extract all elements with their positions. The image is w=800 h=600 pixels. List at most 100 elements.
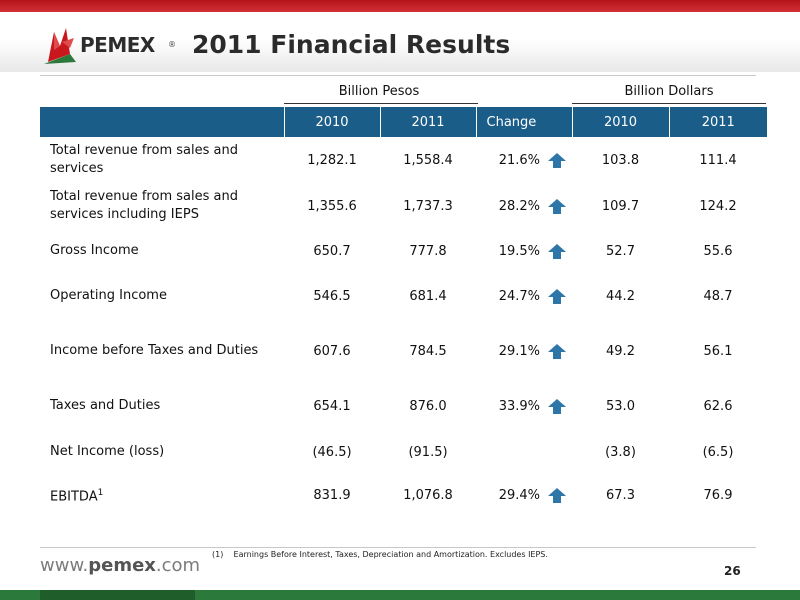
bottom-green-bar [0, 590, 800, 600]
cell-change-arrow [546, 429, 572, 475]
cell-dollars-2010: 109.7 [601, 198, 640, 214]
cell-change: 33.9% [498, 398, 540, 414]
cell-pesos-2011: 1,558.4 [403, 152, 453, 168]
cell-dollars-2011: 76.9 [703, 487, 733, 503]
cell-pesos-2010: 831.9 [313, 487, 351, 503]
group-line-pesos [284, 103, 478, 104]
column-header-label [40, 107, 285, 137]
up-arrow-icon [548, 398, 566, 414]
row-label: Taxes and Duties [40, 383, 284, 429]
cell-pesos-2010: 1,282.1 [307, 152, 357, 168]
pemex-eagle-logo-icon [44, 28, 76, 64]
table-row: EBITDA1 831.9 1,076.8 29.4% 67.3 76.9 [40, 475, 767, 515]
column-header-dollars-2010: 2010 [572, 107, 670, 137]
cell-change: 24.7% [498, 288, 540, 304]
cell-pesos-2010: 650.7 [313, 243, 351, 259]
row-label-text: Operating Income [50, 288, 167, 303]
cell-dollars-2010: 103.8 [601, 152, 640, 168]
footnote: (1) Earnings Before Interest, Taxes, Dep… [212, 550, 548, 559]
registered-mark: ® [168, 40, 176, 49]
cell-change: 29.1% [498, 343, 540, 359]
cell-change: 21.6% [498, 152, 540, 168]
cell-pesos-2011: 1,737.3 [403, 198, 453, 214]
cell-dollars-2011: 48.7 [703, 288, 733, 304]
footer-divider [40, 547, 756, 548]
up-arrow-icon [548, 198, 566, 214]
table-row: Net Income (loss) (46.5) (91.5) (3.8) (6.5) [40, 429, 767, 475]
cell-change-arrow [546, 319, 572, 383]
cell-pesos-2010: 1,355.6 [307, 198, 357, 214]
website-url: www.pemex.com [40, 555, 201, 576]
row-label-text: EBITDA [50, 489, 98, 505]
cell-change-arrow [546, 137, 572, 183]
cell-change-arrow [546, 383, 572, 429]
cell-dollars-2011: 62.6 [703, 398, 733, 414]
cell-dollars-2011: 55.6 [703, 243, 733, 259]
cell-dollars-2010: (3.8) [605, 444, 636, 460]
cell-pesos-2011: 876.0 [409, 398, 447, 414]
row-label-text: Net Income (loss) [50, 444, 165, 459]
cell-change: 19.5% [498, 243, 540, 259]
column-header-pesos-2011: 2011 [380, 107, 477, 137]
footnote-marker: (1) [212, 550, 224, 559]
cell-pesos-2010: 607.6 [313, 343, 351, 359]
logo-text: PEMEX [80, 33, 155, 57]
table-row: Income before Taxes and Duties 607.6 784.5… [40, 319, 767, 383]
cell-change: 28.2% [498, 198, 540, 214]
cell-change-arrow [546, 229, 572, 273]
column-header-dollars-2011: 2011 [669, 107, 767, 137]
title-divider [40, 75, 756, 76]
group-label-pesos: Billion Pesos [338, 84, 420, 99]
up-arrow-icon [548, 487, 566, 503]
column-header-change: Change [476, 107, 573, 137]
financial-results-table: 2010 2011 Change 2010 2011 Total revenue… [40, 107, 767, 515]
cell-change-arrow [546, 273, 572, 319]
row-label: Total revenue from sales and services [40, 137, 284, 183]
cell-dollars-2010: 52.7 [606, 243, 635, 259]
group-label-dollars: Billion Dollars [624, 84, 714, 99]
row-label-text: Taxes and Duties [50, 398, 161, 413]
table-header-row: 2010 2011 Change 2010 2011 [40, 107, 767, 137]
cell-dollars-2011: 124.2 [699, 198, 737, 214]
row-label: Operating Income [40, 273, 284, 319]
cell-dollars-2011: (6.5) [702, 444, 734, 460]
row-label-text: Total revenue from sales and services in… [50, 189, 238, 222]
cell-change [476, 429, 546, 475]
cell-pesos-2010: 654.1 [313, 398, 351, 414]
footnote-reference: 1 [97, 487, 104, 498]
cell-dollars-2010: 44.2 [606, 288, 635, 304]
table-row: Operating Income 546.5 681.4 24.7% 44.2 48.7 [40, 273, 767, 319]
table-row: Total revenue from sales and services 1,2… [40, 137, 767, 183]
table-row: Total revenue from sales and services in… [40, 183, 767, 229]
row-label-text: Income before Taxes and Duties [50, 343, 259, 358]
cell-pesos-2011: (91.5) [408, 444, 448, 460]
cell-pesos-2010: (46.5) [312, 444, 352, 460]
cell-dollars-2011: 56.1 [703, 343, 733, 359]
row-label-text: Total revenue from sales and services [50, 143, 238, 176]
slide-header [0, 12, 800, 72]
top-red-bar [0, 0, 800, 12]
row-label: Income before Taxes and Duties [40, 319, 284, 383]
cell-change-arrow [546, 183, 572, 229]
cell-change-arrow [546, 475, 572, 515]
cell-dollars-2010: 49.2 [606, 343, 635, 359]
up-arrow-icon [548, 288, 566, 304]
up-arrow-icon [548, 343, 566, 359]
page-number: 26 [724, 564, 741, 578]
row-label: Net Income (loss) [40, 429, 284, 475]
cell-pesos-2011: 1,076.8 [403, 487, 453, 503]
cell-dollars-2010: 67.3 [606, 487, 635, 503]
cell-pesos-2011: 784.5 [409, 343, 447, 359]
row-label: Total revenue from sales and services in… [40, 183, 284, 229]
cell-pesos-2011: 777.8 [409, 243, 447, 259]
up-arrow-icon [548, 152, 566, 168]
up-arrow-icon [548, 243, 566, 259]
cell-pesos-2010: 546.5 [313, 288, 351, 304]
cell-change: 29.4% [498, 487, 540, 503]
cell-dollars-2010: 53.0 [606, 398, 635, 414]
group-line-dollars [572, 103, 766, 104]
footnote-text: Earnings Before Interest, Taxes, Depreci… [233, 550, 548, 559]
row-label: Gross Income [40, 229, 284, 273]
table-row: Gross Income 650.7 777.8 19.5% 52.7 55.6 [40, 229, 767, 273]
cell-pesos-2011: 681.4 [409, 288, 447, 304]
